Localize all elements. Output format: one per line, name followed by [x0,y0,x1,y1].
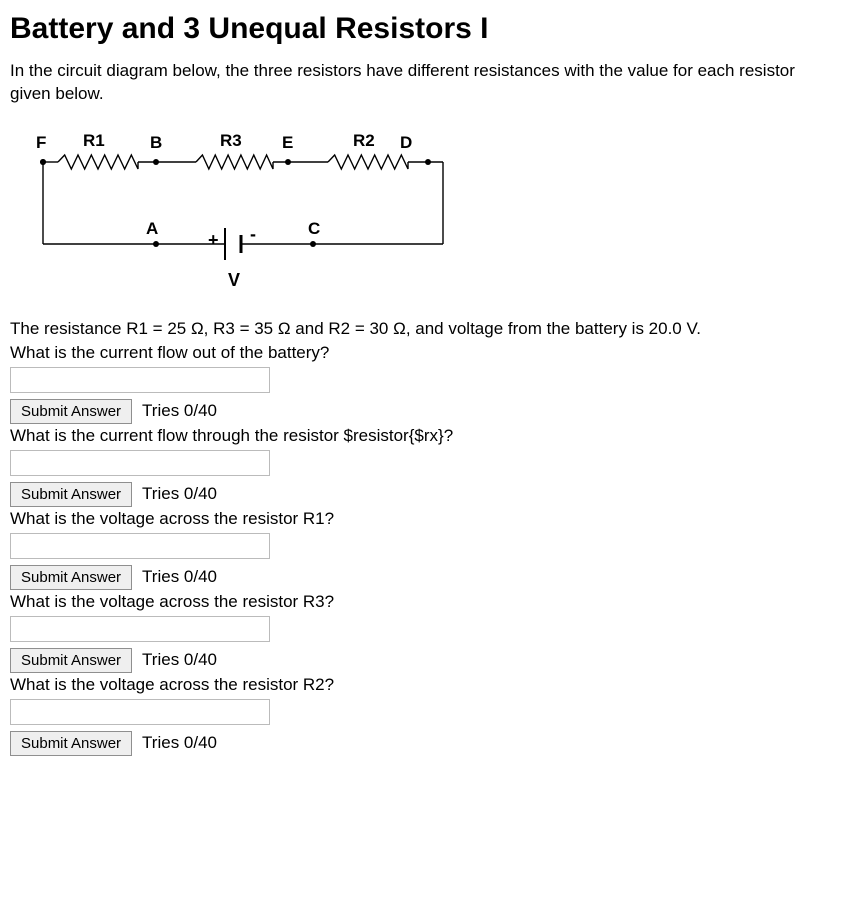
question-prompt: What is the voltage across the resistor … [10,509,840,529]
question-prompt: What is the current flow through the res… [10,426,840,446]
submit-button[interactable]: Submit Answer [10,399,132,424]
tries-label: Tries 0/40 [142,484,217,504]
question-prompt: What is the voltage across the resistor … [10,592,840,612]
svg-text:F: F [36,133,46,152]
tries-label: Tries 0/40 [142,567,217,587]
circuit-diagram: R1 R3 R2 + - V F B E D A C [28,124,840,304]
answer-input[interactable] [10,450,270,476]
submit-button[interactable]: Submit Answer [10,648,132,673]
submit-row: Submit Answer Tries 0/40 [10,648,840,673]
question-block: What is the voltage across the resistor … [10,509,840,590]
question-block: What is the current flow out of the batt… [10,343,840,424]
given-values: The resistance R1 = 25 Ω, R3 = 35 Ω and … [10,318,840,341]
answer-input[interactable] [10,699,270,725]
submit-row: Submit Answer Tries 0/40 [10,565,840,590]
question-prompt: What is the voltage across the resistor … [10,675,840,695]
tries-label: Tries 0/40 [142,733,217,753]
submit-button[interactable]: Submit Answer [10,482,132,507]
submit-row: Submit Answer Tries 0/40 [10,731,840,756]
svg-text:D: D [400,133,412,152]
tries-label: Tries 0/40 [142,650,217,670]
submit-row: Submit Answer Tries 0/40 [10,482,840,507]
answer-input[interactable] [10,367,270,393]
svg-text:+: + [208,230,219,250]
answer-input[interactable] [10,616,270,642]
svg-text:R3: R3 [220,131,242,150]
question-block: What is the voltage across the resistor … [10,675,840,756]
svg-text:C: C [308,219,320,238]
intro-text: In the circuit diagram below, the three … [10,60,840,106]
submit-button[interactable]: Submit Answer [10,731,132,756]
question-prompt: What is the current flow out of the batt… [10,343,840,363]
tries-label: Tries 0/40 [142,401,217,421]
svg-text:R1: R1 [83,131,105,150]
submit-row: Submit Answer Tries 0/40 [10,399,840,424]
answer-input[interactable] [10,533,270,559]
question-block: What is the current flow through the res… [10,426,840,507]
svg-text:A: A [146,219,158,238]
svg-text:V: V [228,270,240,290]
svg-text:B: B [150,133,162,152]
page-title: Battery and 3 Unequal Resistors I [10,12,840,46]
svg-text:-: - [250,224,256,244]
svg-text:E: E [282,133,293,152]
submit-button[interactable]: Submit Answer [10,565,132,590]
question-block: What is the voltage across the resistor … [10,592,840,673]
svg-text:R2: R2 [353,131,375,150]
